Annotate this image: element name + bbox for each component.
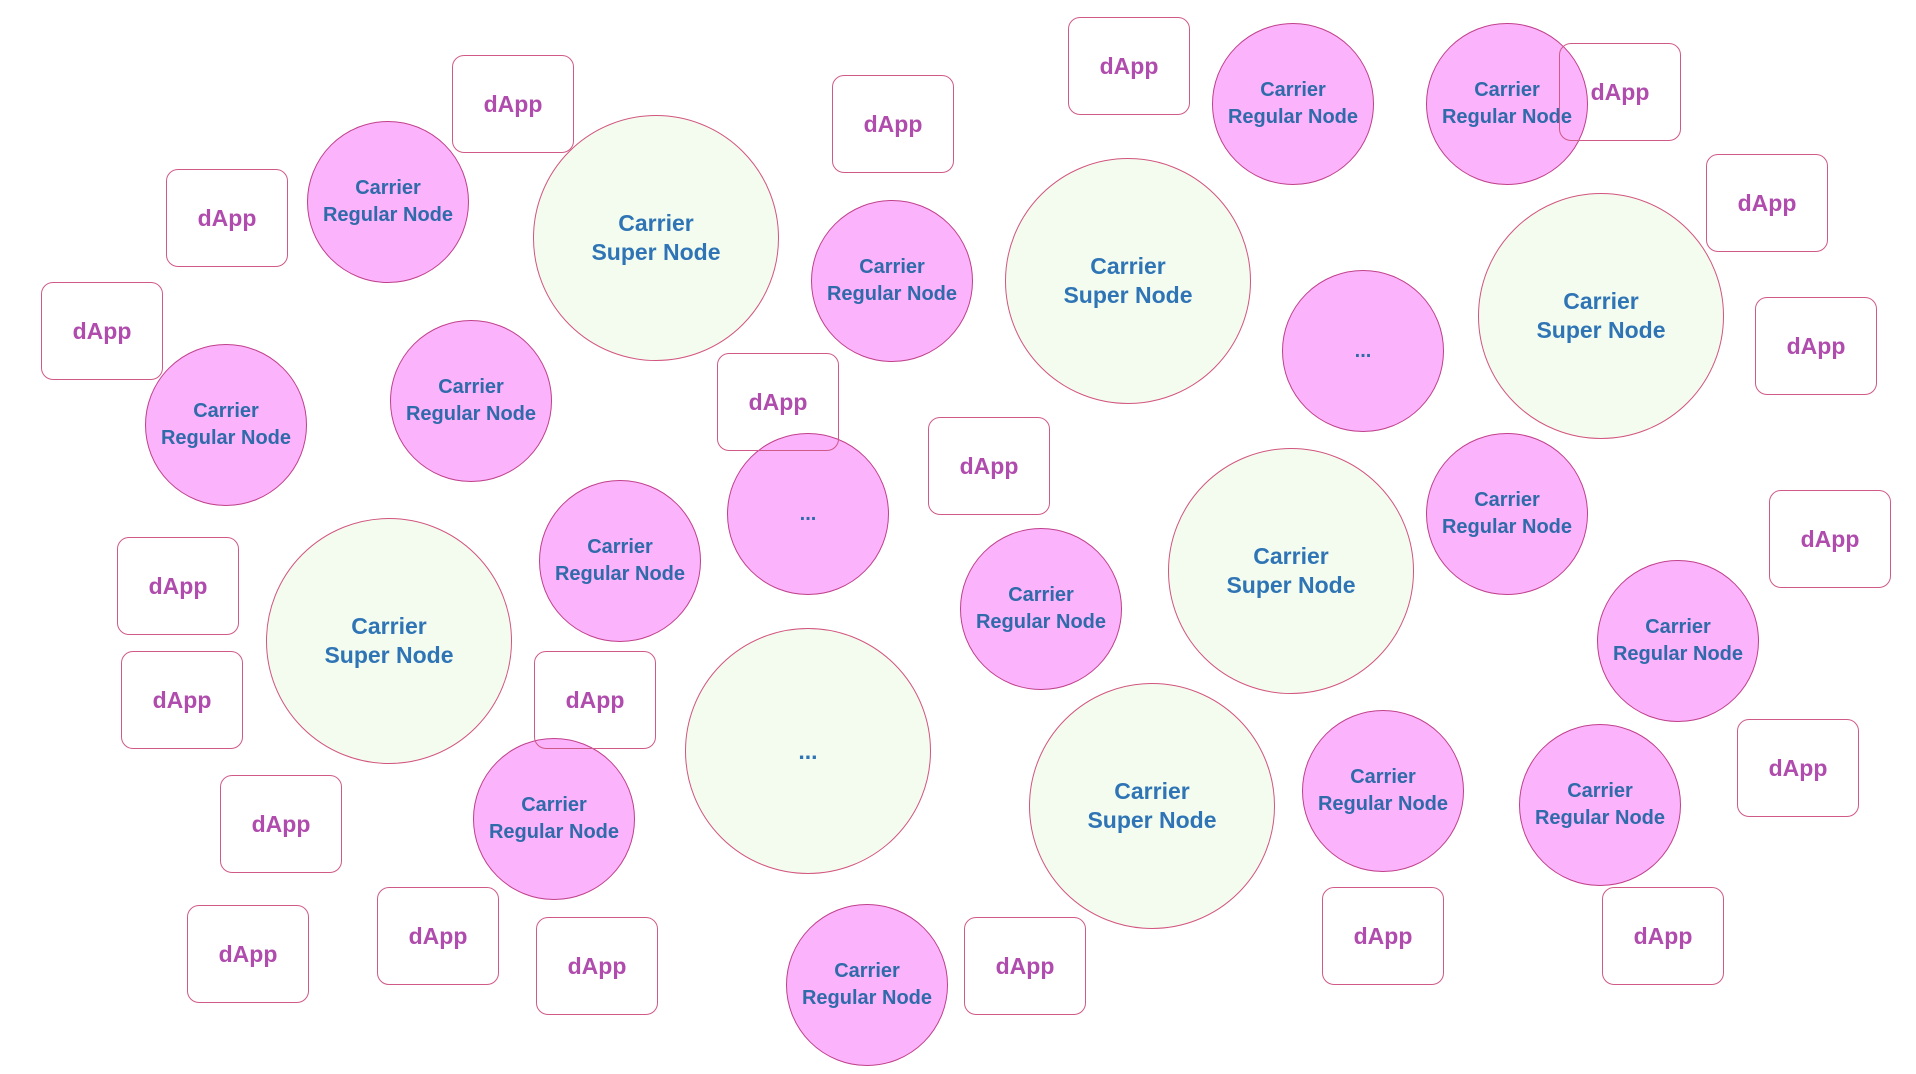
regular-node: Carrier Regular Node	[1302, 710, 1464, 872]
dapp-label: dApp	[748, 388, 808, 415]
super-node-label: Carrier Super Node	[1536, 288, 1666, 343]
super-node-label: Carrier Super Node	[1226, 543, 1356, 598]
dapp-box: dApp	[832, 75, 954, 173]
regular-node-label: Carrier Regular Node	[1441, 79, 1573, 128]
regular-node: Carrier Regular Node	[539, 480, 701, 642]
regular-node-label: Carrier Regular Node	[554, 536, 686, 585]
regular-node: Carrier Regular Node	[1597, 560, 1759, 722]
dapp-label: dApp	[1633, 922, 1693, 949]
regular-node: Carrier Regular Node	[1212, 23, 1374, 185]
regular-node: Carrier Regular Node	[786, 904, 948, 1066]
dapp-label: dApp	[1768, 754, 1828, 781]
regular-node-label: Carrier Regular Node	[1227, 79, 1359, 128]
dapp-box: dApp	[1755, 297, 1877, 395]
regular-node: Carrier Regular Node	[307, 121, 469, 283]
dapp-label: dApp	[483, 90, 543, 117]
dapp-label: dApp	[863, 110, 923, 137]
regular-node-label: Carrier Regular Node	[1534, 780, 1666, 829]
dapp-label: dApp	[1800, 525, 1860, 552]
super-node: Carrier Super Node	[266, 518, 512, 764]
regular-node: Carrier Regular Node	[390, 320, 552, 482]
dapp-box: dApp	[1559, 43, 1681, 141]
dapp-box: dApp	[1737, 719, 1859, 817]
ellipsis-label: ...	[798, 737, 818, 764]
dapp-box: dApp	[41, 282, 163, 380]
super-node: Carrier Super Node	[1005, 158, 1251, 404]
dapp-label: dApp	[1353, 922, 1413, 949]
super-node-ellipsis: ...	[685, 628, 931, 874]
dapp-label: dApp	[1099, 52, 1159, 79]
regular-node-label: Carrier Regular Node	[975, 584, 1107, 633]
dapp-label: dApp	[148, 572, 208, 599]
dapp-label: dApp	[152, 686, 212, 713]
regular-node-label: Carrier Regular Node	[322, 177, 454, 226]
regular-node-label: Carrier Regular Node	[160, 400, 292, 449]
dapp-label: dApp	[408, 922, 468, 949]
regular-node-label: Carrier Regular Node	[1612, 616, 1744, 665]
dapp-label: dApp	[1786, 332, 1846, 359]
super-node-label: Carrier Super Node	[1087, 778, 1217, 833]
dapp-label: dApp	[251, 810, 311, 837]
regular-node-label: Carrier Regular Node	[405, 376, 537, 425]
regular-node-label: Carrier Regular Node	[826, 256, 958, 305]
ellipsis-label: ...	[799, 502, 817, 525]
ellipsis-label: ...	[1354, 339, 1372, 362]
regular-node: Carrier Regular Node	[473, 738, 635, 900]
super-node: Carrier Super Node	[1168, 448, 1414, 694]
dapp-box: dApp	[1602, 887, 1724, 985]
dapp-label: dApp	[565, 686, 625, 713]
dapp-box: dApp	[121, 651, 243, 749]
regular-node-label: Carrier Regular Node	[801, 960, 933, 1009]
regular-node: Carrier Regular Node	[1426, 433, 1588, 595]
dapp-box: dApp	[187, 905, 309, 1003]
dapp-box: dApp	[1322, 887, 1444, 985]
super-node-label: Carrier Super Node	[324, 613, 454, 668]
super-node-label: Carrier Super Node	[591, 210, 721, 265]
regular-node-label: Carrier Regular Node	[488, 794, 620, 843]
dapp-box: dApp	[117, 537, 239, 635]
dapp-box: dApp	[1706, 154, 1828, 252]
regular-node-ellipsis: ...	[1282, 270, 1444, 432]
dapp-label: dApp	[218, 940, 278, 967]
regular-node: Carrier Regular Node	[145, 344, 307, 506]
regular-node: Carrier Regular Node	[1519, 724, 1681, 886]
dapp-label: dApp	[995, 952, 1055, 979]
dapp-box: dApp	[377, 887, 499, 985]
super-node: Carrier Super Node	[533, 115, 779, 361]
super-node: Carrier Super Node	[1478, 193, 1724, 439]
dapp-box: dApp	[166, 169, 288, 267]
regular-node-label: Carrier Regular Node	[1441, 489, 1573, 538]
dapp-box: dApp	[536, 917, 658, 1015]
super-node: Carrier Super Node	[1029, 683, 1275, 929]
dapp-label: dApp	[959, 452, 1019, 479]
super-node-label: Carrier Super Node	[1063, 253, 1193, 308]
dapp-box: dApp	[964, 917, 1086, 1015]
dapp-box: dApp	[220, 775, 342, 873]
dapp-box: dApp	[1068, 17, 1190, 115]
dapp-label: dApp	[1590, 78, 1650, 105]
regular-node-ellipsis: ...	[727, 433, 889, 595]
dapp-label: dApp	[72, 317, 132, 344]
regular-node: Carrier Regular Node	[811, 200, 973, 362]
dapp-box: dApp	[717, 353, 839, 451]
regular-node: Carrier Regular Node	[960, 528, 1122, 690]
dapp-label: dApp	[1737, 189, 1797, 216]
dapp-box: dApp	[534, 651, 656, 749]
dapp-label: dApp	[567, 952, 627, 979]
dapp-box: dApp	[1769, 490, 1891, 588]
dapp-box: dApp	[928, 417, 1050, 515]
regular-node-label: Carrier Regular Node	[1317, 766, 1449, 815]
dapp-label: dApp	[197, 204, 257, 231]
dapp-box: dApp	[452, 55, 574, 153]
